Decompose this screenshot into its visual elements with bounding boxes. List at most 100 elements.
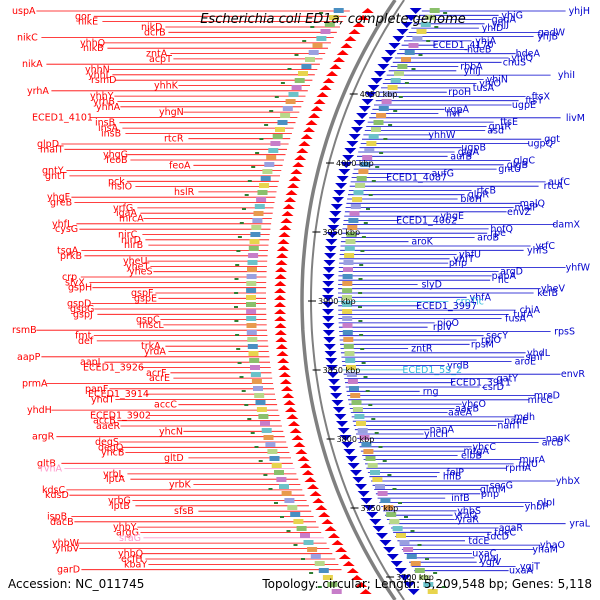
category-block: [261, 428, 272, 433]
minus-strand-arrow: [276, 253, 289, 258]
left-gene-label: degS: [95, 437, 119, 448]
minus-strand-arrow: [295, 449, 308, 454]
marker-dash: [242, 208, 246, 210]
category-block: [375, 484, 385, 489]
category-block: [296, 526, 307, 531]
minus-strand-arrow: [335, 547, 348, 552]
marker-dash: [239, 376, 244, 378]
category-block: [389, 519, 400, 524]
right-gene-label: asd: [487, 126, 504, 137]
category-block: [343, 344, 354, 349]
minus-strand-arrow: [274, 288, 287, 293]
category-block: [342, 274, 353, 279]
category-block: [247, 267, 257, 272]
category-block: [254, 204, 265, 209]
minus-strand-arrow: [288, 421, 300, 426]
plus-strand-arrow: [332, 197, 345, 203]
right-gene-label: yhiJ: [464, 66, 481, 77]
category-block: [291, 85, 302, 90]
right-gene-label: secG: [490, 480, 513, 491]
minus-strand-arrow: [282, 393, 295, 398]
category-block: [327, 582, 338, 587]
left-gene-label: insB: [101, 128, 121, 139]
left-gene-label: yhhY: [90, 91, 114, 102]
category-block: [364, 148, 375, 153]
category-block: [406, 554, 417, 559]
category-block: [394, 71, 404, 76]
category-block: [387, 85, 398, 90]
marker-dash: [310, 26, 315, 28]
plus-strand-arrow: [334, 414, 347, 420]
marker-dash: [250, 432, 255, 434]
category-block: [349, 211, 360, 216]
marker-dash: [302, 40, 307, 42]
category-block: [342, 281, 353, 286]
category-block: [344, 351, 355, 356]
marker-dash: [237, 236, 242, 238]
plus-strand-arrow: [336, 421, 348, 427]
right-gene-label: glpR: [468, 190, 490, 201]
plus-strand-arrow: [377, 64, 390, 70]
right-gene-label: smf: [525, 352, 543, 363]
right-gene-label: gntU: [498, 164, 521, 175]
category-block: [277, 120, 288, 125]
plus-strand-arrow: [356, 113, 369, 119]
left-gene-label: garD: [57, 565, 80, 576]
plus-strand-arrow: [322, 295, 334, 301]
category-block: [365, 456, 376, 461]
category-block: [324, 22, 335, 27]
left-gene-label: crp: [62, 272, 77, 283]
right-gene-label: livF: [446, 109, 462, 120]
minus-strand-arrow: [274, 295, 286, 300]
right-gene-label: aaeA: [448, 408, 472, 419]
right-gene-label: mtgA: [463, 446, 489, 457]
category-block: [287, 505, 298, 510]
right-gene-label: envR: [561, 369, 585, 380]
marker-dash: [247, 418, 252, 420]
right-gene-label: rtcA: [544, 181, 564, 192]
plus-strand-arrow: [322, 316, 335, 322]
minus-strand-arrow: [338, 554, 351, 559]
marker-dash: [410, 530, 415, 532]
minus-strand-arrow: [324, 526, 337, 531]
right-gene-label: rpmA: [505, 463, 531, 474]
minus-strand-arrow: [352, 22, 365, 27]
right-gene-label: crpTic: [455, 297, 484, 308]
marker-dash: [280, 82, 285, 84]
left-gene-label: rsmD: [91, 75, 116, 86]
plus-strand-arrow: [390, 561, 403, 567]
genome-summary-text: Topology: circular; Length: 5,209,548 bp…: [261, 577, 592, 591]
category-block: [268, 148, 279, 153]
left-gene-label: yhhN: [85, 65, 110, 76]
marker-dash: [247, 180, 252, 182]
right-gene-label: damX: [552, 220, 580, 231]
category-block: [359, 435, 370, 440]
marker-dash: [404, 516, 408, 518]
left-gene-label: yhbV: [55, 543, 80, 554]
right-gene-label: aaeB: [455, 403, 479, 414]
category-block: [347, 379, 358, 384]
left-gene-label: degQ: [98, 442, 123, 453]
category-block: [429, 8, 440, 13]
category-block: [250, 232, 261, 237]
plus-strand-arrow: [351, 127, 363, 133]
plus-strand-arrow: [338, 169, 351, 175]
marker-dash: [360, 250, 365, 252]
right-gene-label: infB: [451, 493, 470, 504]
minus-strand-arrow: [359, 589, 372, 594]
right-gene-label: ECED1_4087: [386, 173, 447, 184]
right-gene-label: zntR: [411, 344, 433, 355]
minus-strand-arrow: [297, 456, 310, 461]
right-gene-label: gadA: [492, 15, 517, 26]
right-gene-label: malQ: [520, 198, 545, 209]
accession-text: Accession: NC_011745: [8, 577, 144, 591]
left-gene-label: ispB: [47, 512, 67, 523]
left-gene-label: ECED1_3914: [88, 389, 149, 400]
minus-strand-arrow: [328, 533, 340, 538]
minus-strand-arrow: [284, 197, 297, 202]
category-block: [342, 323, 353, 328]
category-block: [251, 225, 262, 230]
category-block: [276, 477, 287, 482]
